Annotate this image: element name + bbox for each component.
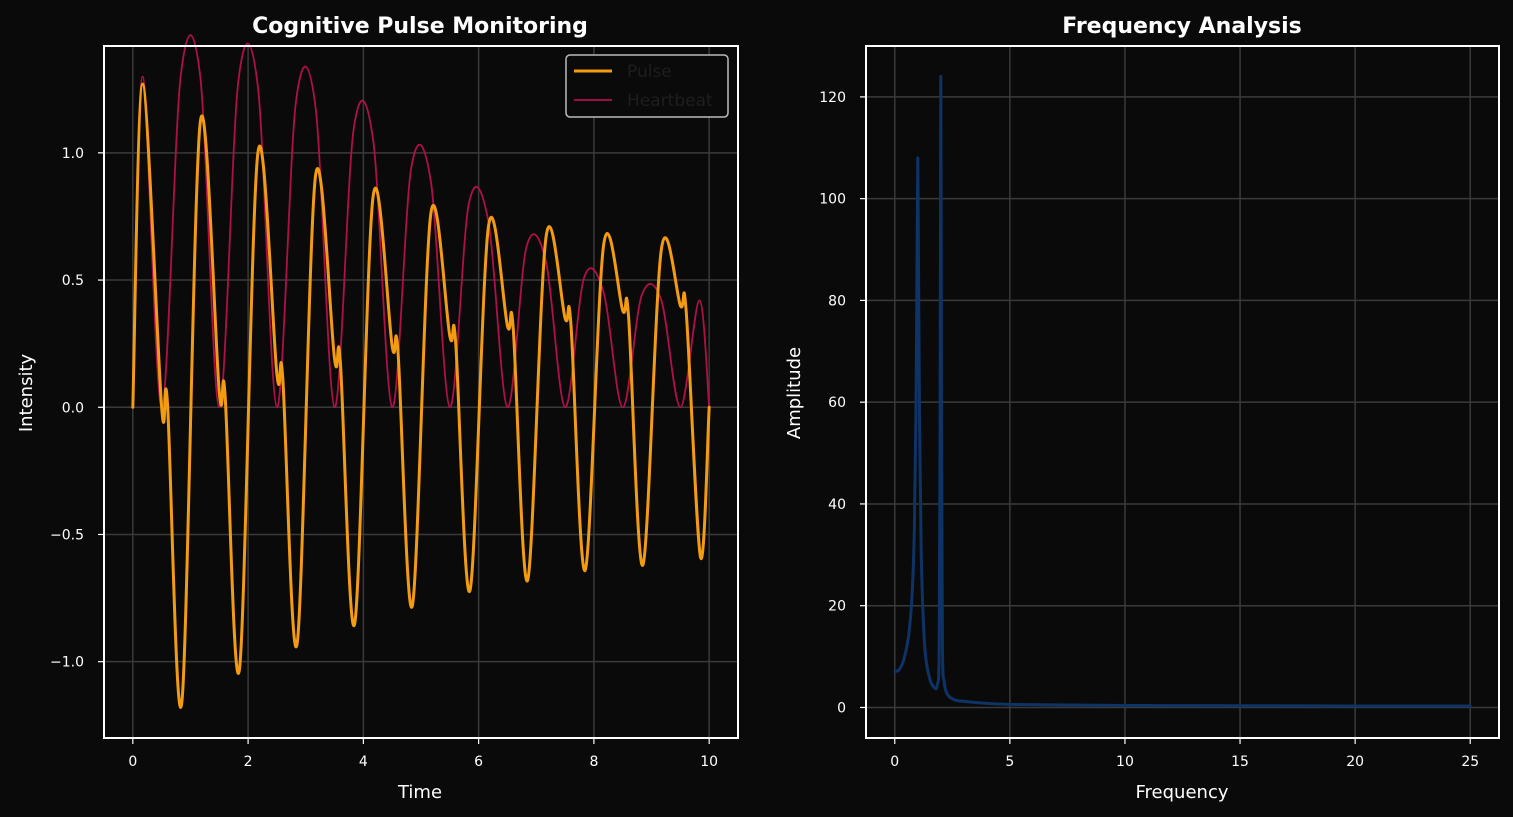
pulse-chart-title: Cognitive Pulse Monitoring [252,14,588,39]
legend-pulse-label: Pulse [627,62,672,82]
x-tick-label: 15 [1231,754,1249,770]
x-tick-label: 25 [1461,754,1479,770]
y-tick-label: 20 [828,599,846,615]
x-tick-label: 0 [890,754,899,770]
y-tick-label: 60 [828,395,846,411]
y-tick-label: 40 [828,497,846,513]
y-tick-label: −1.0 [50,655,84,671]
x-tick-label: 2 [244,754,253,770]
pulse-chart-xlabel: Time [397,782,442,803]
x-tick-label: 5 [1005,754,1014,770]
x-tick-label: 8 [589,754,598,770]
x-tick-label: 10 [700,754,718,770]
y-tick-label: 100 [819,192,846,208]
y-tick-label: 120 [819,90,846,106]
x-tick-label: 20 [1346,754,1364,770]
y-tick-label: 0.0 [62,400,84,416]
x-tick-label: 0 [128,754,137,770]
frequency-chart-xlabel: Frequency [1136,782,1229,803]
x-tick-label: 6 [474,754,483,770]
x-tick-label: 10 [1116,754,1134,770]
legend-heartbeat-label: Heartbeat [627,91,713,111]
frequency-chart-title: Frequency Analysis [1062,14,1302,39]
y-tick-label: 1.0 [62,146,84,162]
y-tick-label: −0.5 [50,527,84,543]
pulse-chart-ylabel: Intensity [16,353,37,432]
x-tick-label: 4 [359,754,368,770]
frequency-chart-ylabel: Amplitude [784,347,805,439]
y-tick-label: 0.5 [62,273,84,289]
y-tick-label: 0 [837,700,846,716]
y-tick-label: 80 [828,293,846,309]
pulse-chart-legend: Pulse Heartbeat [566,55,728,117]
